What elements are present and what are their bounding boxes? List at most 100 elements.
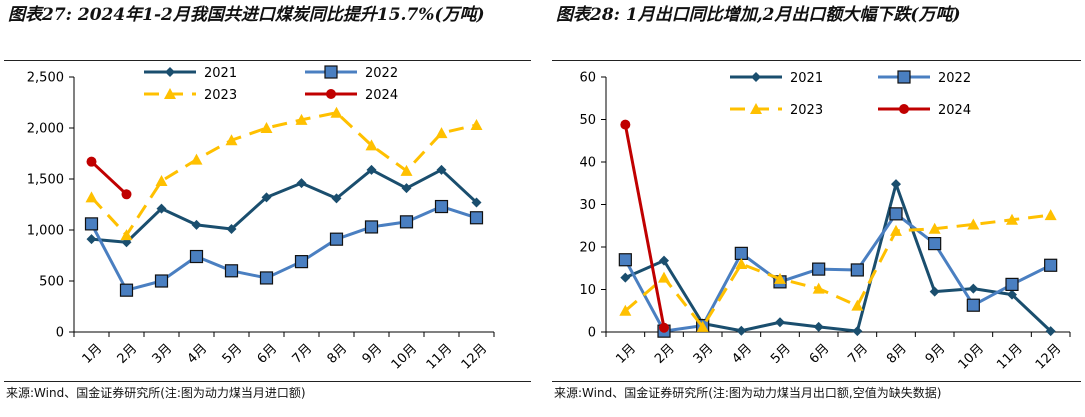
series-line [90,111,477,237]
point-marker [295,113,308,125]
y-tick-label: 500 [39,275,64,290]
legend-label: 2021 [790,71,823,86]
point-marker [890,224,902,236]
legend-label: 2021 [204,66,237,81]
point-marker [1044,258,1058,272]
point-marker [929,286,940,297]
source-rule [552,381,1081,382]
source-rule [4,381,531,382]
point-marker [155,175,168,187]
x-tick-label: 11月 [994,341,1025,372]
point-marker [470,118,483,130]
point-marker [436,164,447,175]
x-tick-label: 5月 [768,341,794,367]
point-marker [165,67,175,77]
point-marker [812,262,826,276]
series-2024 [620,119,669,333]
legend-item: 2024 [305,88,398,103]
point-marker [120,229,133,241]
point-marker [164,88,176,99]
point-marker [813,321,824,332]
x-tick-label: 3月 [150,341,176,367]
point-marker [1006,213,1018,225]
point-marker [294,255,309,269]
y-tick-label: 30 [579,198,596,213]
legend-item: 2021 [144,66,237,81]
legend-item: 2023 [144,88,237,103]
y-tick-label: 2,500 [27,71,64,86]
x-tick-label: 4月 [729,341,755,367]
x-tick-label: 7月 [845,341,871,367]
point-marker [189,249,204,264]
x-tick-label: 5月 [220,341,246,367]
x-tick-label: 12月 [1033,341,1064,372]
x-tick-label: 2月 [115,341,141,367]
chart-title: 图表28: 1月出口同比增加,2月出口额大幅下跌(万吨) [556,2,1081,28]
legend-item: 2024 [878,103,971,118]
point-marker [897,70,911,84]
point-marker [225,134,238,146]
line-chart: 0 10 20 30 40 50 60 1月 2月 3月 4月 5月 6月 7月 8月 9月 10月 11月 12月… [579,70,1071,373]
point-marker [891,179,901,190]
legend-label: 2024 [365,88,398,103]
figure-number: 图表27: [8,5,72,25]
title-text: 2024年1-2月我国共进口煤炭同比提升15.7%(万吨) [77,5,485,25]
legend-label: 2024 [938,103,971,118]
x-tick-label: 3月 [691,341,717,367]
point-marker [696,320,709,332]
title-text: 1月出口同比增加,2月出口额大幅下跌(万吨) [625,5,961,25]
series-line [624,213,1051,329]
point-marker [326,89,336,99]
point-marker [191,219,202,230]
y-tick-label: 10 [579,283,596,298]
point-marker [329,232,344,246]
point-marker [1044,209,1057,221]
series-line [623,124,666,329]
point-marker [84,217,99,231]
x-tick-label: 6月 [807,341,833,367]
series-2022 [84,199,484,297]
title-rule [552,60,1081,61]
x-tick-label: 9月 [923,341,949,367]
point-marker [296,178,307,189]
point-marker [401,183,412,194]
x-tick-label: 1月 [613,341,639,367]
point-marker [735,258,748,269]
point-marker [259,271,274,285]
series-2023 [619,209,1057,332]
series-2022 [618,207,1058,338]
point-marker [260,122,273,133]
point-marker [154,274,169,288]
point-marker [899,104,909,114]
point-marker [775,317,785,328]
y-tick-label: 2,000 [27,122,64,137]
point-marker [469,211,484,225]
point-marker [812,282,825,294]
point-marker [190,153,203,165]
point-marker [751,72,761,82]
point-marker [659,255,669,266]
point-marker [400,164,413,176]
point-marker [119,283,134,297]
y-tick-label: 0 [588,326,596,341]
point-marker [435,127,448,139]
legend-label: 2022 [365,66,398,81]
point-marker [928,222,941,234]
point-marker [619,304,632,316]
point-marker [620,272,631,283]
series-line [91,168,478,244]
legend-item: 2022 [305,65,398,81]
y-tick-label: 0 [56,326,64,341]
x-tick-label: 10月 [956,341,987,372]
point-marker [734,246,748,260]
point-marker [750,103,762,114]
legend-label: 2022 [938,71,971,86]
point-marker [928,237,942,251]
source-note: 来源:Wind、国金证券研究所(注:图为动力煤当月出口额,空值为缺失数据) [554,386,942,400]
x-tick-label: 6月 [255,341,281,367]
point-marker [121,189,132,200]
series-line [90,160,128,196]
legend-label: 2023 [790,103,823,118]
chart-panel-coal-exports: 图表28: 1月出口同比增加,2月出口额大幅下跌(万吨) 0 10 20 30 40 50… [548,0,1085,417]
point-marker [331,193,342,204]
